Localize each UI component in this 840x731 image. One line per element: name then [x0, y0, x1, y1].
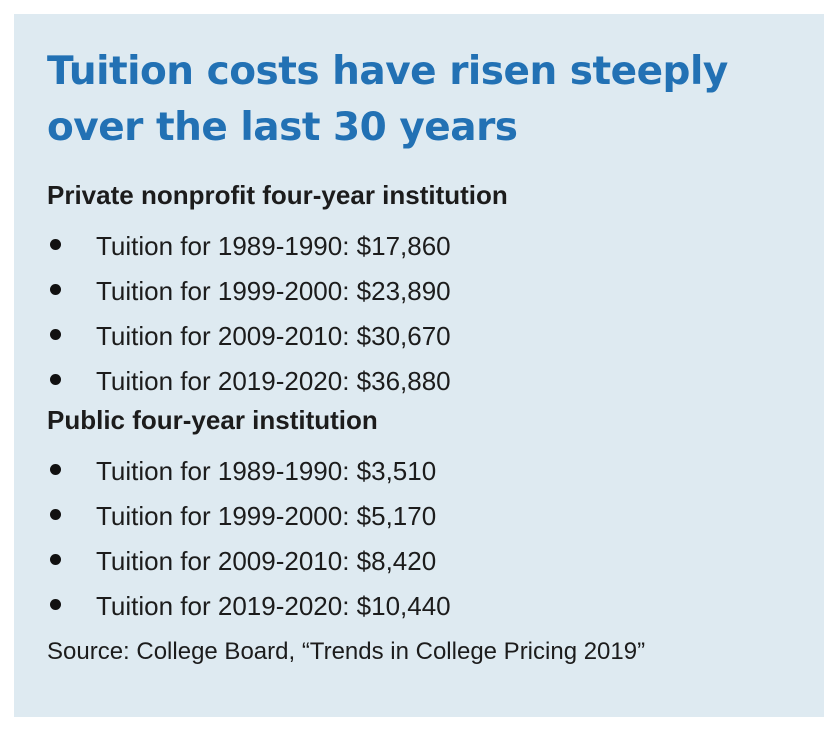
list-item: Tuition for 2009-2010: $30,670 [47, 314, 824, 359]
bullet-icon [50, 464, 61, 475]
info-card: Tuition costs have risen steeply over th… [14, 14, 824, 717]
sections: Private nonprofit four-year institution … [47, 179, 824, 674]
bullet-icon [50, 329, 61, 340]
list-item: Tuition for 1999-2000: $5,170 [47, 494, 824, 539]
list-item-text: Tuition for 2009-2010: $30,670 [96, 321, 451, 351]
list-item: Tuition for 1999-2000: $23,890 [47, 269, 824, 314]
list-item: Tuition for 2009-2010: $8,420 [47, 539, 824, 584]
list-item: Tuition for 1989-1990: $3,510 [47, 449, 824, 494]
section-private: Private nonprofit four-year institution … [47, 179, 824, 404]
bullet-icon [50, 374, 61, 385]
bullet-icon [50, 554, 61, 565]
bullet-icon [50, 509, 61, 520]
tuition-list: Tuition for 1989-1990: $17,860 Tuition f… [47, 224, 824, 404]
list-item-text: Tuition for 1999-2000: $5,170 [96, 501, 437, 531]
list-item-text: Tuition for 2019-2020: $10,440 [96, 591, 451, 621]
section-public: Public four-year institution Tuition for… [47, 404, 824, 629]
list-item: Tuition for 1989-1990: $17,860 [47, 224, 824, 269]
source-note: Source: College Board, “Trends in Colleg… [47, 638, 646, 665]
bullet-icon [50, 284, 61, 295]
list-item-text: Tuition for 1989-1990: $3,510 [96, 456, 437, 486]
list-item-text: Tuition for 2019-2020: $36,880 [96, 366, 451, 396]
section-heading: Private nonprofit four-year institution [47, 180, 508, 210]
bullet-icon [50, 239, 61, 250]
list-item-text: Tuition for 1999-2000: $23,890 [96, 276, 451, 306]
page-title: Tuition costs have risen steeply over th… [47, 49, 728, 150]
list-item-text: Tuition for 2009-2010: $8,420 [96, 546, 437, 576]
tuition-list: Tuition for 1989-1990: $3,510 Tuition fo… [47, 449, 824, 629]
section-heading: Public four-year institution [47, 405, 378, 435]
bullet-icon [50, 599, 61, 610]
list-item-text: Tuition for 1989-1990: $17,860 [96, 231, 451, 261]
list-item: Tuition for 2019-2020: $36,880 [47, 359, 824, 404]
list-item: Tuition for 2019-2020: $10,440 [47, 584, 824, 629]
